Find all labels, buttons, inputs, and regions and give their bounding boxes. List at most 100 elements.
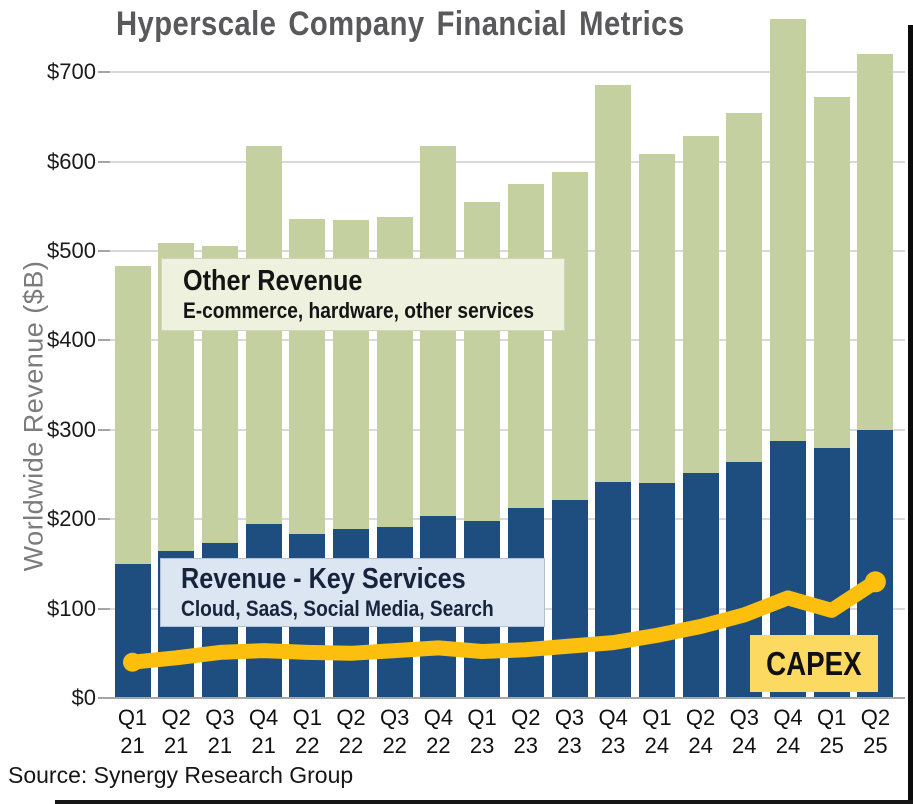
x-tick-label-line: Q1	[467, 705, 497, 730]
x-tick-label-line: 24	[775, 733, 801, 758]
bar-segment-other-revenue	[813, 97, 850, 448]
x-tick-label-line: Q1	[642, 705, 672, 730]
capex-label-box: CAPEX	[750, 635, 878, 692]
bar-segment-key-services	[114, 563, 151, 698]
y-axis-tick	[98, 250, 110, 252]
bar-segment-other-revenue	[507, 183, 544, 508]
bar-segment-other-revenue	[770, 18, 806, 442]
x-tick-label-line: 25	[819, 733, 844, 758]
bar-segment-other-revenue	[114, 266, 151, 564]
other-revenue-title: Other Revenue	[183, 265, 363, 297]
bar-segment-other-revenue	[464, 201, 501, 521]
x-tick-label-line: 23	[513, 733, 539, 758]
y-tick-label: $200	[47, 506, 96, 532]
x-tick-label-line: 23	[469, 733, 495, 758]
x-tick-label: Q3 22	[365, 704, 425, 760]
y-axis-tick	[98, 607, 110, 610]
x-tick-label-line: 22	[338, 733, 364, 758]
key-services-subtitle: Cloud, SaaS, Social Media, Search	[181, 596, 494, 621]
y-tick-label: $300	[47, 416, 96, 442]
x-tick-label-line: Q1	[292, 705, 322, 730]
x-tick-label-line: 22	[382, 733, 407, 758]
bar-segment-other-revenue	[857, 54, 894, 430]
x-tick-label: Q1 25	[802, 704, 862, 760]
bar-segment-other-revenue	[551, 172, 588, 500]
x-tick-label-line: 23	[600, 733, 626, 758]
x-tick-label-line: 24	[732, 733, 757, 758]
x-tick-label-line: 21	[163, 733, 189, 758]
x-tick-label: Q3 24	[714, 704, 774, 760]
bar-segment-other-revenue	[638, 154, 675, 484]
y-tick-label: $100	[47, 595, 96, 621]
x-tick-label-line: 21	[120, 733, 145, 758]
key-services-title: Revenue - Key Services	[181, 563, 466, 595]
x-tick-label: Q4 24	[758, 704, 818, 760]
x-tick-label: Q2 25	[845, 704, 905, 760]
x-tick-label-line: Q3	[380, 705, 410, 730]
x-tick-label-line: Q1	[817, 705, 847, 730]
x-tick-label-line: 23	[557, 733, 582, 758]
y-axis-tick	[98, 160, 110, 163]
key-services-annotation: Revenue - Key Services Cloud, SaaS, Soci…	[160, 558, 545, 627]
x-tick-label-line: Q2	[161, 705, 191, 730]
x-tick-label: Q1 22	[277, 704, 337, 760]
bar-segment-key-services	[551, 499, 588, 698]
bar-segment-key-services	[638, 483, 675, 698]
x-tick-label: Q2 21	[146, 704, 206, 760]
x-tick-label-line: Q2	[685, 705, 716, 730]
y-tick-label: $500	[47, 238, 96, 263]
bar-segment-key-services	[682, 472, 719, 698]
x-tick-label: Q2 23	[496, 704, 556, 760]
x-tick-label: Q4 22	[408, 704, 468, 760]
gridline	[110, 71, 905, 74]
x-tick-label-line: Q4	[598, 705, 628, 730]
y-axis-tick	[98, 339, 110, 342]
x-tick-label-line: 22	[426, 733, 451, 758]
x-tick-label-line: 21	[207, 733, 233, 758]
y-tick-label: $700	[47, 59, 96, 85]
x-tick-label-line: 21	[251, 733, 276, 758]
bar-segment-other-revenue	[245, 146, 282, 524]
x-tick-label-line: 24	[688, 733, 713, 758]
x-tick-label: Q1 24	[627, 704, 687, 760]
bar-segment-key-services	[595, 481, 632, 698]
x-tick-label-line: Q3	[554, 705, 585, 730]
bar-segment-other-revenue	[726, 113, 763, 462]
x-tick-label-line: Q1	[117, 705, 148, 730]
gridline	[110, 250, 905, 252]
x-axis-baseline	[100, 697, 905, 699]
bar-segment-other-revenue	[595, 84, 632, 482]
x-tick-label-line: Q2	[860, 705, 891, 730]
x-tick-label-line: Q2	[336, 705, 366, 730]
x-tick-label: Q4 21	[234, 704, 294, 760]
gridline	[110, 160, 905, 163]
right-edge-strip	[908, 25, 913, 804]
y-axis-tick	[98, 518, 110, 521]
other-revenue-annotation: Other Revenue E-commerce, hardware, othe…	[161, 258, 565, 331]
x-tick-label-line: Q4	[773, 705, 803, 730]
x-tick-label: Q1 23	[452, 704, 512, 760]
x-tick-label: Q1 21	[103, 704, 163, 760]
x-tick-label: Q2 24	[671, 704, 731, 760]
chart-title: Hyperscale Company Financial Metrics	[116, 5, 685, 43]
x-tick-label-line: Q3	[205, 705, 235, 730]
gridline	[110, 428, 905, 431]
x-tick-label: Q3 21	[190, 704, 250, 760]
x-tick-label-line: 24	[644, 733, 670, 758]
x-tick-label-line: Q4	[248, 705, 279, 730]
x-tick-label-line: 22	[295, 733, 320, 758]
y-tick-label: $400	[47, 327, 96, 353]
x-tick-label-line: Q2	[511, 705, 541, 730]
y-tick-label: $0	[71, 685, 96, 710]
capex-label: CAPEX	[766, 644, 862, 682]
x-tick-label-line: Q3	[729, 705, 759, 730]
y-tick-label: $600	[47, 148, 96, 174]
other-revenue-subtitle: E-commerce, hardware, other services	[183, 298, 535, 323]
source-text: Source: Synergy Research Group	[8, 762, 354, 788]
gridline	[110, 339, 905, 342]
x-tick-label-line: 25	[863, 733, 888, 758]
x-tick-label: Q2 22	[321, 704, 381, 760]
gridline	[110, 518, 905, 521]
x-tick-label: Q4 23	[583, 704, 643, 760]
